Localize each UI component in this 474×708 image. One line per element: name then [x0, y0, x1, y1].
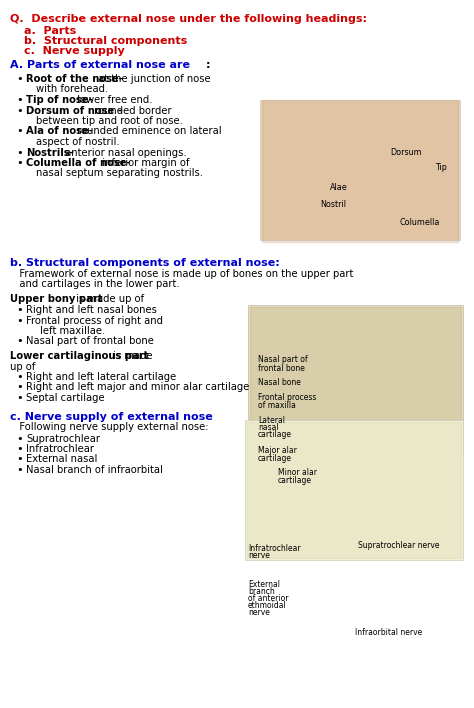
Text: Tip: Tip [435, 163, 447, 172]
Text: frontal bone: frontal bone [258, 364, 305, 373]
Text: •: • [16, 147, 23, 157]
Text: •: • [16, 393, 23, 403]
Bar [260, 100, 460, 240]
Text: Following nerve supply external nose:: Following nerve supply external nose: [10, 423, 209, 433]
Text: Right and left major and minor alar cartilage: Right and left major and minor alar cart… [26, 382, 249, 392]
Text: Lateral: Lateral [258, 416, 285, 425]
Text: Framework of external nose is made up of bones on the upper part: Framework of external nose is made up of… [10, 269, 354, 279]
Text: Nasal bone: Nasal bone [258, 378, 301, 387]
Text: left maxillae.: left maxillae. [40, 326, 105, 336]
Text: aspect of nostril.: aspect of nostril. [36, 137, 119, 147]
Text: •: • [16, 372, 23, 382]
Text: •: • [16, 105, 23, 115]
Text: Major alar: Major alar [258, 446, 297, 455]
Text: •: • [16, 316, 23, 326]
Text: Nasal part of: Nasal part of [258, 355, 308, 364]
Text: •: • [16, 95, 23, 105]
Text: Nostril: Nostril [320, 200, 346, 209]
Text: branch: branch [248, 587, 275, 596]
Bar [248, 305, 463, 453]
Text: •: • [16, 74, 23, 84]
Text: •: • [16, 433, 23, 443]
Text: nasal: nasal [258, 423, 279, 432]
Text: Right and left lateral cartilage: Right and left lateral cartilage [26, 372, 176, 382]
Text: inferior margin of: inferior margin of [99, 158, 189, 168]
Text: Root of the nose-: Root of the nose- [26, 74, 123, 84]
Text: A. Parts of external nose are: A. Parts of external nose are [10, 60, 190, 70]
Text: Columella: Columella [400, 218, 440, 227]
Text: a.  Parts: a. Parts [24, 26, 76, 36]
Text: Nostrils-: Nostrils- [26, 147, 74, 157]
Text: Dorsum: Dorsum [390, 148, 422, 157]
Text: External: External [248, 580, 280, 589]
Text: c.  Nerve supply: c. Nerve supply [24, 46, 125, 56]
Text: Supratrochlear: Supratrochlear [26, 433, 100, 443]
Text: Nasal part of frontal bone: Nasal part of frontal bone [26, 336, 154, 346]
Text: :: : [206, 60, 210, 70]
Text: rounded border: rounded border [91, 105, 171, 115]
Text: rounded eminence on lateral: rounded eminence on lateral [74, 127, 222, 137]
Text: Infratrochlear: Infratrochlear [248, 544, 301, 553]
Text: Tip of nose-: Tip of nose- [26, 95, 92, 105]
Text: b.  Structural components: b. Structural components [24, 36, 187, 46]
Text: Frontal process: Frontal process [258, 393, 316, 402]
Text: Ala of nose-: Ala of nose- [26, 127, 93, 137]
Text: •: • [16, 336, 23, 346]
Text: Upper bony part: Upper bony part [10, 294, 103, 304]
Text: cartilage: cartilage [278, 476, 312, 485]
Text: Dorsum of nose –: Dorsum of nose – [26, 105, 123, 115]
Text: •: • [16, 127, 23, 137]
Text: and cartilages in the lower part.: and cartilages in the lower part. [10, 279, 180, 289]
Text: of maxilla: of maxilla [258, 401, 296, 410]
Text: Q.  Describe external nose under the following headings:: Q. Describe external nose under the foll… [10, 14, 367, 24]
Text: is made: is made [110, 351, 153, 361]
Text: •: • [16, 382, 23, 392]
Text: b. Structural components of external nose:: b. Structural components of external nos… [10, 258, 280, 268]
Text: •: • [16, 465, 23, 475]
Text: cartilage: cartilage [258, 430, 292, 439]
Text: •: • [16, 305, 23, 315]
Text: ethmoidal: ethmoidal [248, 601, 287, 610]
Text: •: • [16, 444, 23, 454]
Text: External nasal: External nasal [26, 455, 97, 464]
Text: cartilage: cartilage [258, 454, 292, 463]
Text: Alae: Alae [330, 183, 348, 192]
Text: lower free end.: lower free end. [74, 95, 153, 105]
Text: Right and left nasal bones: Right and left nasal bones [26, 305, 157, 315]
Text: of anterior: of anterior [248, 594, 289, 603]
Text: is made up of: is made up of [73, 294, 144, 304]
Text: anterior nasal openings.: anterior nasal openings. [62, 147, 187, 157]
Text: nerve: nerve [248, 608, 270, 617]
Text: •: • [16, 158, 23, 168]
Text: Infraorbital nerve: Infraorbital nerve [355, 628, 422, 637]
Text: Infratrochlear: Infratrochlear [26, 444, 94, 454]
Text: up of: up of [10, 362, 36, 372]
Bar [245, 420, 463, 559]
Text: •: • [16, 455, 23, 464]
Text: c. Nerve supply of external nose: c. Nerve supply of external nose [10, 411, 213, 421]
Text: Supratrochlear nerve: Supratrochlear nerve [358, 541, 439, 550]
Text: nerve: nerve [248, 551, 270, 560]
Text: Frontal process of right and: Frontal process of right and [26, 316, 163, 326]
Text: between tip and root of nose.: between tip and root of nose. [36, 116, 183, 126]
Text: at the junction of nose: at the junction of nose [94, 74, 210, 84]
Text: Nasal branch of infraorbital: Nasal branch of infraorbital [26, 465, 163, 475]
Text: Septal cartilage: Septal cartilage [26, 393, 105, 403]
Text: nasal septum separating nostrils.: nasal septum separating nostrils. [36, 169, 203, 178]
Text: Minor alar: Minor alar [278, 468, 317, 477]
Text: Lower cartilaginous part: Lower cartilaginous part [10, 351, 149, 361]
Text: Columella of nose-: Columella of nose- [26, 158, 131, 168]
Text: with forehead.: with forehead. [36, 84, 108, 94]
